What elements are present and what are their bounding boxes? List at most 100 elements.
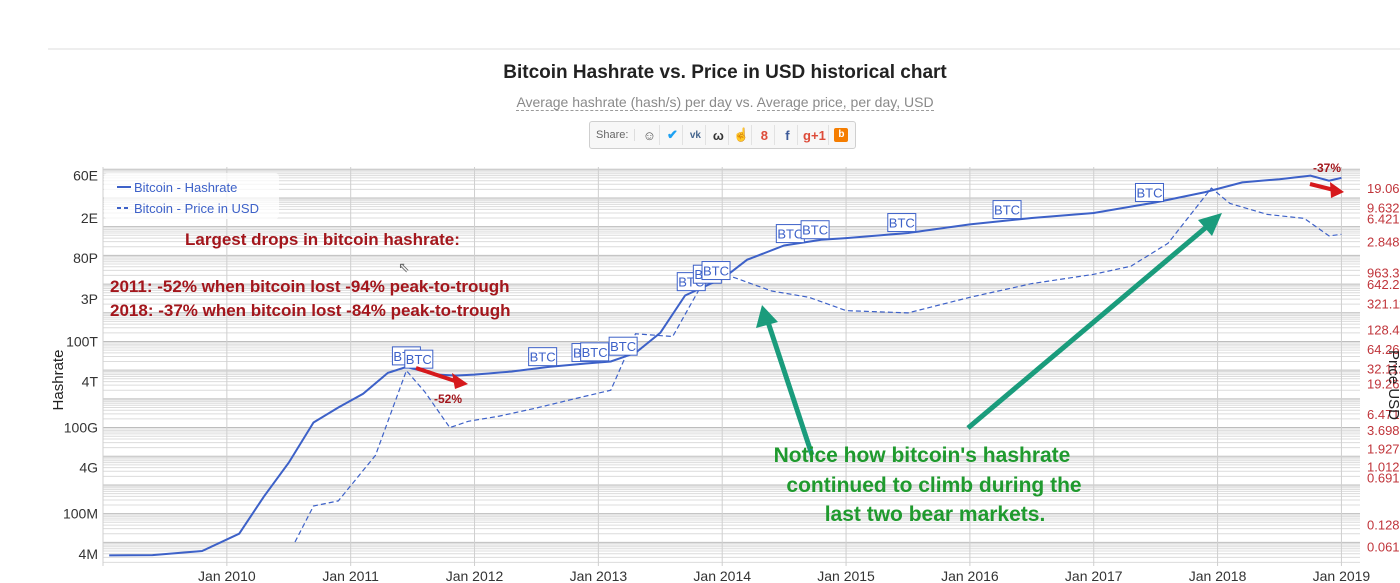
subtitle-price-link[interactable]: Average price, per day, USD: [756, 94, 934, 111]
btc-marker[interactable]: BTC: [404, 349, 434, 369]
top-divider: [48, 48, 1400, 50]
legend: Bitcoin - Hashrate Bitcoin - Price in US…: [104, 173, 279, 219]
subtitle-hashrate-link[interactable]: Average hashrate (hash/s) per day: [516, 94, 732, 111]
btc-marker[interactable]: BTC: [528, 347, 558, 367]
facebook-icon[interactable]: f: [777, 125, 799, 145]
x-tick-label: Jan 2010: [198, 568, 256, 583]
btc-markers: BTCBTCBTCBTCBTCBTCBTCBTCBTCBTCBTCBTCBTCB…: [391, 182, 1164, 369]
y2-tick-label: 6.471: [1367, 407, 1400, 422]
y-tick-label: 4M: [79, 546, 98, 562]
notice-line-2: continued to climb during the: [786, 474, 1081, 497]
x-tick-label: Jan 2019: [1313, 568, 1371, 583]
btc-marker-label: BTC: [889, 216, 915, 231]
annotation-line-2011: 2011: -52% when bitcoin lost -94% peak-t…: [110, 277, 510, 296]
btc-marker[interactable]: BTC: [992, 200, 1022, 220]
vk-icon[interactable]: vk: [685, 125, 707, 145]
y2-tick-label: 32.112: [1367, 362, 1400, 377]
btc-marker[interactable]: BTC: [775, 224, 805, 244]
y2-tick-label: 0.0619: [1367, 539, 1400, 554]
y2-tick-label: 1.0128: [1367, 460, 1400, 475]
google-plus-icon[interactable]: 8: [754, 125, 776, 145]
y2-axis-ticks: 19.0655 9.6327k6.4218k 2.8485k 963.375642.2…: [1367, 181, 1400, 554]
y2-tick-label: 3.6987: [1367, 423, 1400, 438]
btc-marker-label: BTC: [703, 264, 729, 279]
blogger-icon[interactable]: b: [831, 125, 851, 145]
y2-tick-label: 19.0655: [1367, 181, 1400, 196]
y-tick-label: 2E: [81, 210, 98, 226]
btc-marker[interactable]: BTC: [1134, 182, 1164, 202]
weibo-icon[interactable]: ω: [708, 125, 730, 145]
y2-tick-label: 642.225: [1367, 277, 1400, 292]
y-axis-label: Hashrate: [50, 350, 67, 411]
y-tick-label: 3P: [81, 291, 98, 307]
x-tick-label: Jan 2014: [693, 568, 751, 583]
btc-marker-label: BTC: [802, 223, 828, 238]
annotation-line-2018: 2018: -37% when bitcoin lost -84% peak-t…: [110, 301, 511, 320]
btc-marker[interactable]: BTC: [608, 336, 638, 356]
y2-axis-label: Price USD: [1385, 350, 1400, 420]
notice-line-3: last two bear markets.: [825, 503, 1046, 526]
x-tick-label: Jan 2013: [570, 568, 628, 583]
y2-tick-label: 9.6327k: [1367, 200, 1400, 215]
y2-tick-label: 963.375: [1367, 265, 1400, 280]
x-tick-label: Jan 2016: [941, 568, 999, 583]
y-tick-label: 100M: [63, 506, 98, 522]
btc-marker[interactable]: BTC: [580, 342, 610, 362]
twitter-icon[interactable]: ✔: [662, 125, 684, 145]
y2-tick-label: 0.1287: [1367, 518, 1400, 533]
arrow-drop-2018: [1309, 182, 1335, 192]
x-tick-label: Jan 2011: [322, 568, 379, 583]
btc-marker-label: BTC: [530, 350, 556, 365]
google-plus-one-icon[interactable]: g+1: [800, 125, 830, 145]
y2-tick-label: 321.112: [1367, 297, 1400, 312]
y-tick-label: 4G: [79, 460, 98, 476]
btc-marker[interactable]: BTC: [887, 213, 917, 233]
annotation-header: Largest drops in bitcoin hashrate:: [185, 230, 460, 249]
x-axis-ticks: Jan 2010 Jan 2011 Jan 2012 Jan 2013 Jan 2014…: [198, 568, 1370, 583]
arrow-drop-2011: [415, 366, 459, 384]
chart-title: Bitcoin Hashrate vs. Price in USD histor…: [503, 62, 947, 83]
btc-marker[interactable]: BTC: [800, 220, 830, 240]
btc-marker[interactable]: BTC: [701, 261, 731, 281]
y2-tick-label: 2.8485k: [1367, 235, 1400, 250]
reddit-icon[interactable]: ☺: [639, 125, 661, 145]
notice-line-1: Notice how bitcoin's hashrate: [774, 444, 1071, 467]
x-tick-label: Jan 2018: [1189, 568, 1247, 583]
y2-tick-label: 64.26: [1367, 342, 1400, 357]
btc-marker-label: BTC: [1136, 185, 1162, 200]
y-tick-label: 100T: [66, 333, 98, 349]
chart-subtitle: Average hashrate (hash/s) per day vs. Av…: [0, 94, 1400, 111]
arrow-teal-2018: [966, 222, 1212, 430]
share-bar: Share: ☺ ✔ vk ω ☝ 8 f g+1 b: [589, 121, 857, 149]
drop-2011-label: -52%: [434, 392, 462, 406]
arrow-teal-2014: [765, 321, 815, 456]
y-tick-label: 100G: [64, 420, 98, 436]
y2-tick-label: 6.4218k: [1367, 212, 1400, 227]
legend-hashrate-label[interactable]: Bitcoin - Hashrate: [134, 180, 237, 195]
arrow-teal-2014-head: [756, 305, 778, 328]
x-tick-label: Jan 2012: [446, 568, 504, 583]
y-tick-label: 4T: [82, 374, 99, 390]
btc-marker-label: BTC: [994, 203, 1020, 218]
y-tick-label: 60E: [73, 168, 98, 184]
btc-marker-label: BTC: [406, 352, 432, 367]
drop-2018-label: -37%: [1313, 161, 1341, 175]
y2-tick-label: 128.445: [1367, 323, 1400, 338]
arrow-teal-2018-head: [1198, 213, 1222, 236]
arrow-drop-2018-head: [1330, 182, 1344, 198]
share-label: Share:: [594, 129, 636, 141]
legend-price-label[interactable]: Bitcoin - Price in USD: [134, 201, 259, 216]
btc-marker-label: BTC: [777, 227, 803, 242]
cursor-icon: ⇖: [398, 259, 410, 275]
y2-tick-label: 0.6917: [1367, 470, 1400, 485]
y-tick-label: 80P: [73, 250, 98, 266]
like-icon[interactable]: ☝: [731, 125, 753, 145]
grid-lines: [102, 167, 1360, 566]
arrow-drop-2011-head: [452, 373, 468, 389]
y2-tick-label: 19.2667: [1367, 376, 1400, 391]
y-axis-ticks: 4M 100M 4G 100G 4T 100T 3P 80P 2E 60E: [63, 168, 98, 562]
btc-marker-label: BTC: [610, 339, 636, 354]
legend-box: [104, 173, 279, 219]
series-price-line: [294, 187, 1342, 543]
